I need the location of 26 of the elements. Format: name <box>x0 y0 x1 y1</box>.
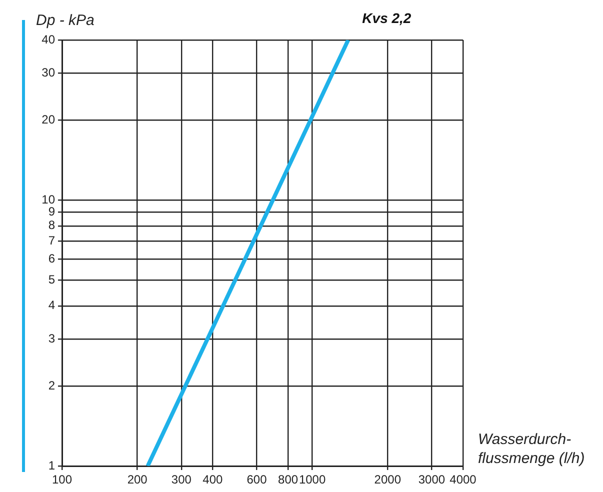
y-tick-label: 9 <box>48 204 56 219</box>
y-tick-label: 40 <box>42 32 56 46</box>
y-tick-label: 8 <box>48 218 56 232</box>
y-tick-label: 4 <box>48 298 56 312</box>
x-tick-label: 100 <box>52 472 72 487</box>
y-tick-label: 1 <box>48 458 56 472</box>
x-tick-label: 1000 <box>298 472 326 487</box>
x-tick-label: 4000 <box>450 472 477 487</box>
y-tick-label: 3 <box>48 331 56 346</box>
y-tick-label: 5 <box>48 272 56 286</box>
x-axis-title: Wasserdurch- flussmenge (l/h) <box>478 430 585 468</box>
x-tick-label: 600 <box>246 472 268 487</box>
x-tick-label: 300 <box>171 472 192 487</box>
y-tick-label: 6 <box>48 251 56 266</box>
y-tick-label: 30 <box>42 66 56 80</box>
series-label: Kvs 2,2 <box>362 10 412 26</box>
x-tick-label: 400 <box>202 472 224 487</box>
x-tick-label: 200 <box>127 472 148 487</box>
x-tick-label: 3000 <box>418 472 446 487</box>
y-tick-label: 7 <box>48 234 56 248</box>
y-tick-label: 10 <box>42 192 56 206</box>
y-axis-title: Dp - kPa <box>36 12 94 29</box>
y-tick-label: 2 <box>48 378 56 392</box>
y-tick-label: 20 <box>42 112 56 126</box>
x-tick-label: 800 <box>278 472 298 487</box>
x-tick-label: 2000 <box>374 472 402 487</box>
